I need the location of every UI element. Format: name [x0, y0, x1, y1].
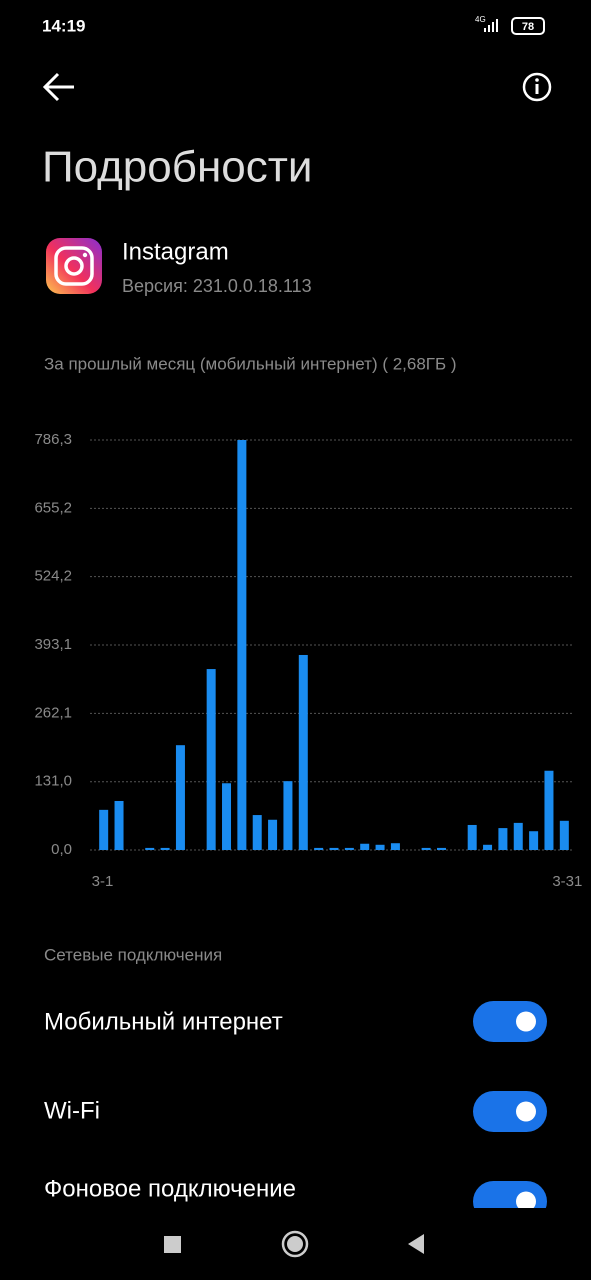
home-button[interactable] — [281, 1230, 309, 1258]
bar — [390, 843, 400, 850]
nav-back-button[interactable] — [408, 1234, 424, 1254]
bar — [206, 669, 216, 850]
app-name: Instagram — [122, 238, 229, 265]
bar — [160, 847, 170, 850]
y-tick-label: 524,2 — [34, 568, 72, 585]
page-title: Подробности — [42, 143, 312, 192]
battery-level: 78 — [522, 21, 534, 33]
bar — [329, 847, 339, 850]
app-version: Версия: 231.0.0.18.113 — [122, 276, 312, 296]
clock: 14:19 — [42, 16, 85, 35]
bar — [498, 828, 508, 850]
bar — [436, 847, 446, 850]
bar — [344, 847, 354, 850]
chart-title: За прошлый месяц (мобильный интернет) ( … — [44, 354, 457, 373]
y-tick-label: 786,3 — [34, 431, 72, 448]
bar — [375, 844, 385, 850]
y-tick-label: 393,1 — [34, 636, 72, 653]
y-tick-label: 131,0 — [34, 773, 72, 790]
chart: 0,0 131,0 262,1 393,1 524,2 655,2 786,3 3-1 3-31 — [34, 431, 582, 890]
section-title: Сетевые подключения — [44, 945, 222, 964]
recents-button[interactable] — [164, 1236, 181, 1253]
setting-label: Фоновое подключение — [44, 1175, 296, 1202]
y-tick-label: 262,1 — [34, 704, 72, 721]
bar — [314, 847, 324, 850]
bar — [175, 745, 185, 850]
bar — [421, 847, 431, 850]
bar — [544, 770, 554, 850]
bar — [513, 822, 523, 850]
bar — [559, 820, 569, 850]
bar — [114, 800, 124, 850]
bar — [283, 781, 293, 850]
network: 4G — [475, 15, 486, 24]
bar — [529, 831, 539, 850]
toggle[interactable] — [473, 1001, 547, 1042]
bar — [252, 815, 262, 850]
bar — [298, 654, 308, 850]
back-button[interactable] — [42, 72, 74, 102]
battery — [511, 17, 545, 35]
x-tick-label: 3-1 — [92, 873, 114, 890]
bar — [222, 783, 232, 850]
bar — [360, 843, 370, 850]
setting-label: Wi-Fi — [44, 1097, 100, 1124]
info-button[interactable] — [522, 72, 552, 102]
y-tick-label: 655,2 — [34, 499, 72, 516]
app-icon — [46, 238, 102, 294]
bar — [237, 440, 247, 850]
toggle[interactable] — [473, 1091, 547, 1132]
x-tick-label: 3-31 — [552, 873, 582, 890]
setting-label: Мобильный интернет — [44, 1008, 283, 1035]
bar — [268, 819, 278, 850]
bar — [145, 847, 155, 850]
signal — [484, 19, 498, 32]
bar — [483, 844, 493, 850]
bar — [99, 809, 109, 850]
y-tick-label: 0,0 — [51, 841, 72, 858]
bar — [467, 824, 477, 850]
